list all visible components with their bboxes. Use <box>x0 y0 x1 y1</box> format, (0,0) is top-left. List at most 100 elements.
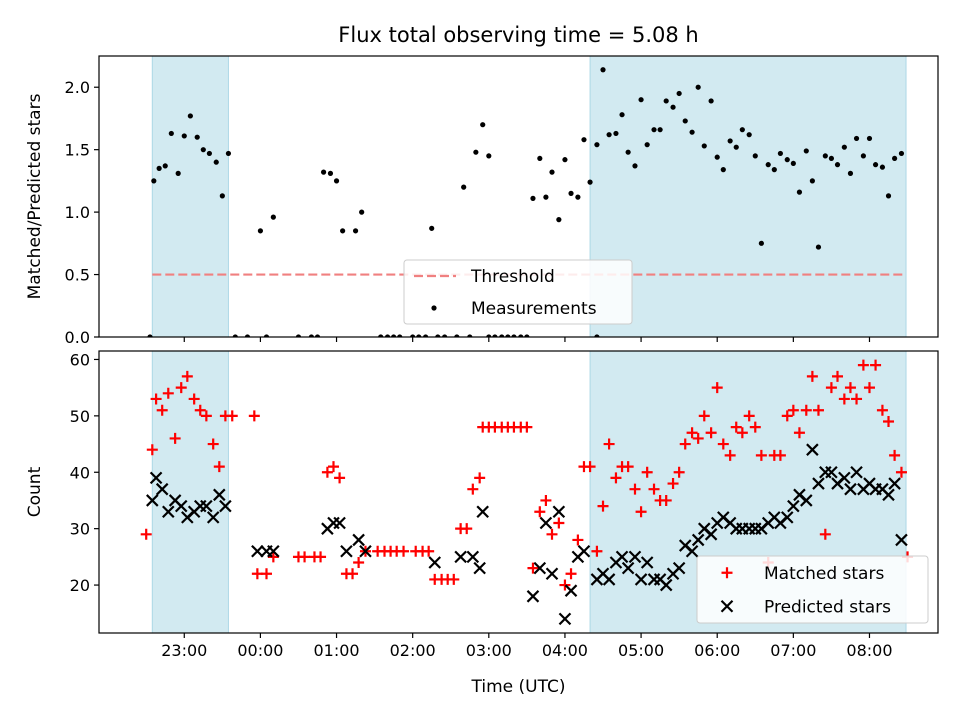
matched-star-marker <box>819 528 831 540</box>
matched-star-marker <box>540 494 552 506</box>
legend-measurement-swatch <box>431 305 437 311</box>
legend-matched-swatch <box>721 567 733 579</box>
predicted-star-marker <box>659 578 673 592</box>
x-tick-label: 04:00 <box>542 641 588 660</box>
measurement-point <box>537 155 543 162</box>
measurement-point <box>225 150 232 157</box>
measurement-point <box>575 194 581 200</box>
matched-star-marker <box>597 500 609 512</box>
predicted-star-marker <box>787 499 800 513</box>
measurement-point <box>613 130 619 137</box>
predicted-star-marker <box>704 528 718 541</box>
measurement-point <box>657 127 663 133</box>
predicted-star-marker <box>219 499 232 513</box>
matched-star-marker <box>793 427 805 439</box>
measurement-point <box>701 143 707 149</box>
predicted-star-marker <box>526 590 540 603</box>
measurement-point <box>727 138 733 144</box>
y-tick-label: 50 <box>70 407 90 426</box>
matched-star-marker <box>844 382 856 394</box>
predicted-star-marker <box>602 573 616 586</box>
y-tick-label: 20 <box>70 576 90 595</box>
plot-area <box>147 67 907 337</box>
measurement-point <box>695 84 701 90</box>
predicted-star-marker <box>577 544 591 558</box>
measurement-point <box>600 67 606 73</box>
predicted-star-marker <box>454 550 467 564</box>
matched-star-marker <box>546 528 558 540</box>
measurement-point <box>378 334 384 337</box>
measurement-point <box>619 112 625 118</box>
y-tick-label: 2.0 <box>65 78 90 97</box>
measurement-point <box>556 217 562 223</box>
matched-star-marker <box>730 421 742 433</box>
measurement-point <box>181 133 187 139</box>
matched-star-marker <box>534 506 546 518</box>
measurement-point <box>352 228 359 234</box>
measurement-point <box>815 244 822 250</box>
legend: Threshold Measurements <box>403 259 633 325</box>
predicted-star-marker <box>552 505 566 519</box>
measurement-point <box>860 153 866 159</box>
matched-star-marker <box>559 579 571 591</box>
matched-star-marker <box>461 523 473 535</box>
legend-label: Measurements <box>471 299 597 319</box>
predicted-star-marker <box>615 550 629 564</box>
measurement-point <box>486 334 492 337</box>
measurement-point <box>518 334 524 337</box>
measurement-point <box>568 190 574 196</box>
measurement-point <box>644 142 650 148</box>
matched-star-marker <box>146 444 158 456</box>
x-tick-label: 06:00 <box>694 641 740 660</box>
predicted-star-marker <box>267 544 280 558</box>
measurement-point <box>270 214 276 220</box>
measurement-point <box>790 160 796 167</box>
predicted-star-marker <box>149 471 163 485</box>
measurement-point <box>682 118 688 124</box>
matched-star-marker <box>213 461 225 473</box>
measurement-point <box>733 144 739 150</box>
matched-star-marker <box>895 466 907 478</box>
matched-star-marker <box>584 461 596 473</box>
measurement-point <box>746 132 752 138</box>
x-tick-label: 08:00 <box>846 641 892 660</box>
measurement-point <box>206 150 212 157</box>
bottom-panel: 23:00 00:00 01:00 02:00 03:00 04:00 05:00 06:00… <box>25 350 939 660</box>
matched-star-marker <box>467 483 479 495</box>
y-axis-label: Matched/Predicted stars <box>25 93 45 299</box>
x-tick-label: 00:00 <box>237 641 283 660</box>
matched-star-marker <box>838 393 850 405</box>
measurement-point <box>765 162 771 168</box>
measurement-point <box>543 194 549 200</box>
measurement-point <box>156 165 162 171</box>
matched-star-marker <box>812 404 824 416</box>
measurement-point <box>213 159 219 165</box>
matched-star-marker <box>832 370 844 382</box>
matched-star-marker <box>622 461 634 473</box>
measurement-point <box>295 334 302 337</box>
predicted-star-marker <box>685 544 699 558</box>
matched-star-marker <box>200 410 212 422</box>
measurement-point <box>594 334 600 337</box>
matched-star-marker <box>825 382 837 394</box>
measurement-point <box>587 179 593 185</box>
matched-star-marker <box>156 404 168 416</box>
matched-star-marker <box>248 410 260 422</box>
measurement-point <box>473 149 479 155</box>
measurement-point <box>676 90 682 97</box>
y-tick-label: 60 <box>70 350 90 369</box>
matched-star-marker <box>743 410 755 422</box>
measurement-point <box>244 334 251 337</box>
matched-star-marker <box>641 466 653 478</box>
predicted-star-marker <box>251 544 264 558</box>
matched-star-marker <box>321 466 333 478</box>
measurement-point <box>739 127 745 133</box>
legend-box <box>696 555 929 624</box>
measurement-point <box>194 134 200 140</box>
plot-area <box>140 359 914 626</box>
measurement-point <box>796 189 803 195</box>
measurement-point <box>429 225 435 231</box>
measurement-point <box>885 193 892 199</box>
matched-star-marker <box>736 427 748 439</box>
legend-predicted-swatch <box>720 599 734 613</box>
